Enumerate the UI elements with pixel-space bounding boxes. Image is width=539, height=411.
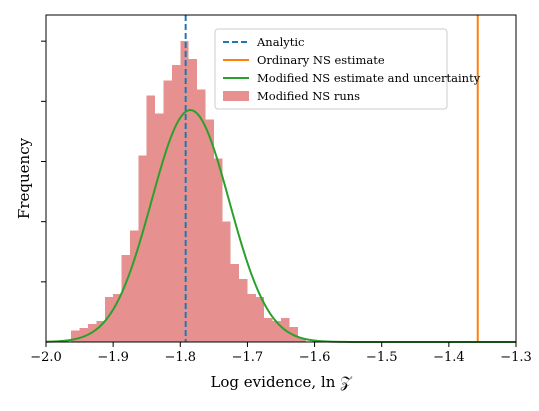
x-tick-label: −1.8 [164,350,196,365]
x-tick-label: −1.4 [433,350,465,365]
legend-analytic-label: Analytic [256,35,304,49]
histogram-bar [222,221,231,342]
x-axis-label: Log evidence, ln 𝒵 [210,373,353,391]
histogram-bar [113,293,122,342]
histogram-bar [197,89,206,342]
legend-ordinary-label: Ordinary NS estimate [257,53,385,67]
x-tick-label: −2.0 [30,350,62,365]
histogram-bar [180,41,189,342]
histogram-bar [121,254,130,342]
histogram-bar [230,263,240,342]
y-axis-ticks [41,40,46,283]
histogram-bar [297,337,307,342]
x-tick-label: −1.6 [299,350,331,365]
x-tick-label: −1.3 [500,350,532,365]
histogram-bar [188,59,198,343]
histogram-bar [138,155,147,342]
legend-box [214,28,448,110]
histogram-bar [104,296,114,342]
x-tick-label: −1.9 [97,350,129,365]
histogram-bar [129,230,139,342]
legend-runs-swatch [223,91,249,101]
x-axis-ticks: −2.0 −1.9 −1.8 −1.7 −1.6 −1.5 −1.4 −1.3 [30,342,532,365]
histogram-bar [146,95,156,342]
histogram-bar [272,320,281,342]
histogram-bar [205,119,214,342]
histogram-bar [239,278,248,342]
histogram-bar [171,65,181,342]
histogram-bar [264,317,273,342]
histogram-bars [71,41,307,343]
y-axis-label: Frequency [15,137,33,219]
histogram-bar [71,330,80,342]
legend-modified-label: Modified NS estimate and uncertainty [257,71,481,85]
legend-runs-label: Modified NS runs [257,89,360,103]
legend: Analytic Ordinary NS estimate Modified N… [214,28,481,110]
histogram-bar [255,296,265,342]
histogram-bar [213,158,223,342]
histogram-bar [96,320,105,342]
histogram-bar [163,80,172,343]
x-tick-label: −1.7 [232,350,264,365]
x-tick-label: −1.5 [366,350,398,365]
histogram-bar [155,113,164,342]
histogram-bar [247,293,256,342]
histogram-bar [79,328,88,342]
plot-frame [45,14,517,343]
